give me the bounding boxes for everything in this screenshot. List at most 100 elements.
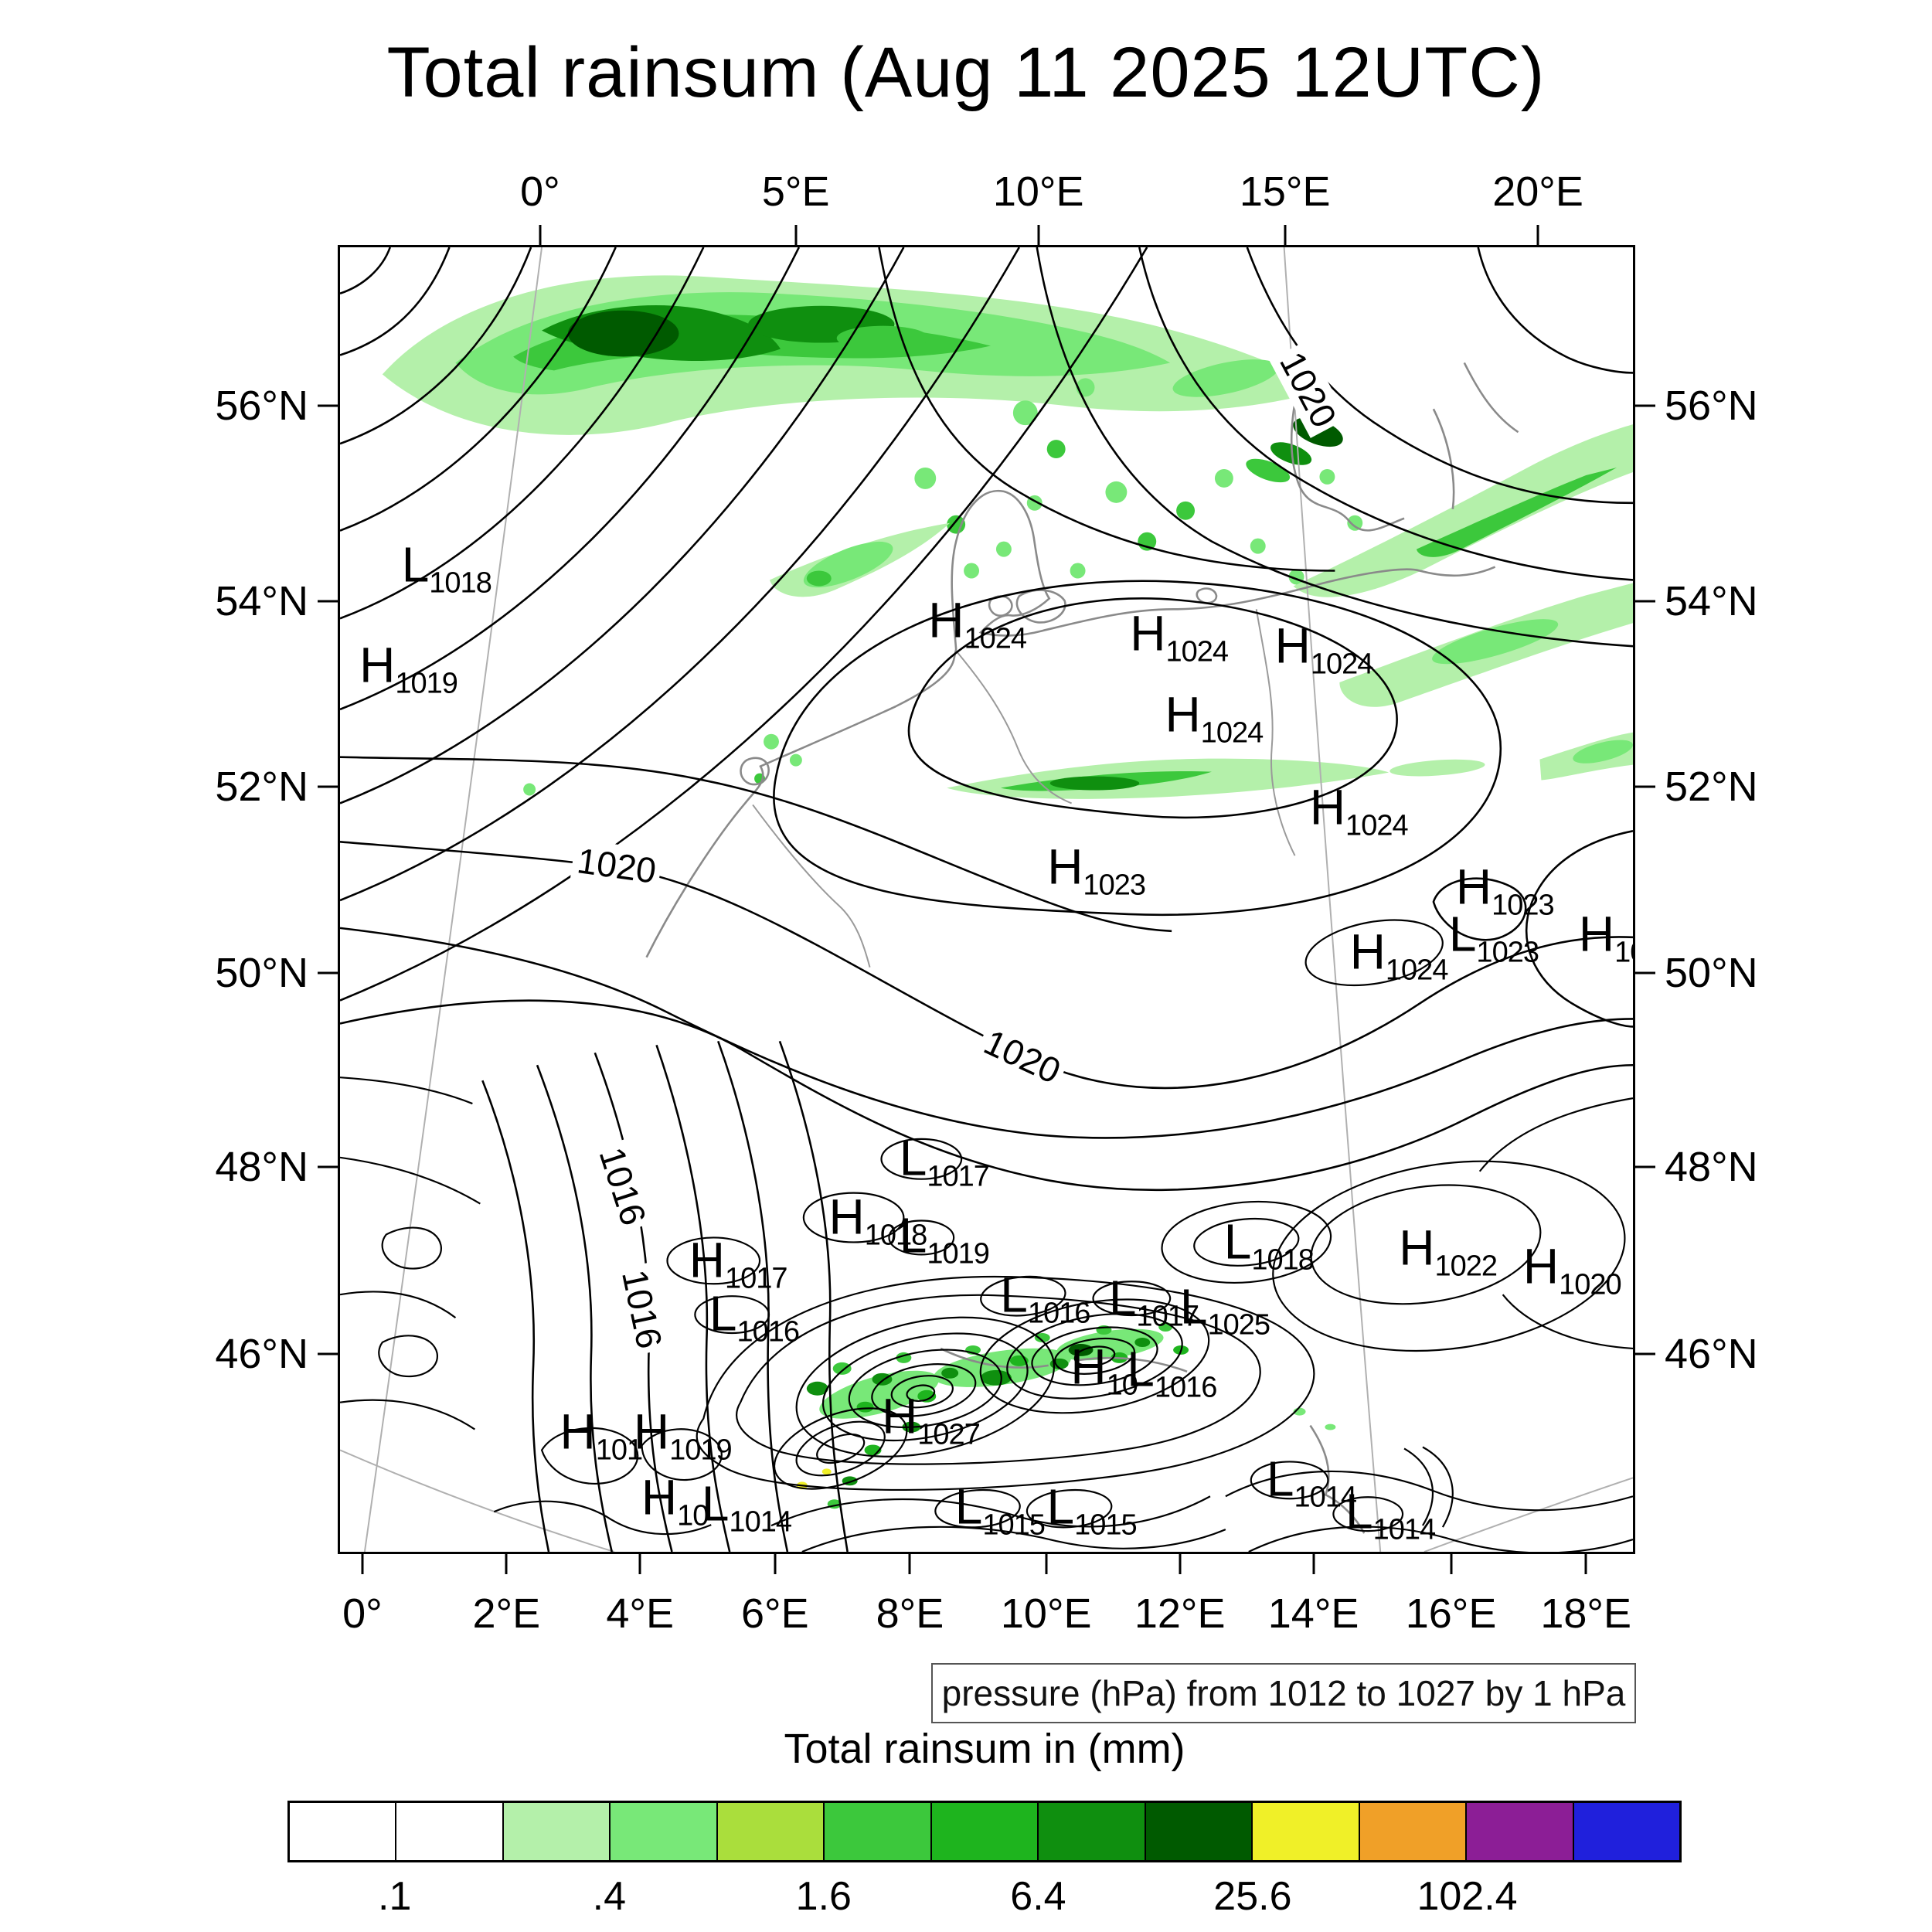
right-axis-label: 50°N: [1665, 949, 1758, 996]
right-axis-label: 46°N: [1665, 1330, 1758, 1377]
pressure-letter: H: [1165, 686, 1201, 743]
pressure-value: 1022: [1434, 1250, 1498, 1283]
pressure-letter: H: [1399, 1219, 1435, 1276]
pressure-legend-text: pressure (hPa) from 1012 to 1027 by 1 hP…: [941, 1673, 1626, 1713]
colorbar-title: Total rainsum in (mm): [784, 1726, 1185, 1772]
pressure-letter: H: [641, 1469, 678, 1526]
left-axis-label: 52°N: [215, 764, 308, 811]
top-axis-label: 0°: [520, 168, 560, 215]
pressure-value: 1014: [729, 1505, 792, 1539]
pressure-center-h-1017: H1017: [689, 1231, 788, 1294]
pressure-center-h-1023: H1023: [1047, 838, 1146, 902]
pressure-letter: H: [1578, 906, 1615, 962]
pressure-center-h-1024: H1024: [1274, 617, 1374, 680]
pressure-letter: L: [1345, 1483, 1373, 1539]
axis-tick: [1045, 1554, 1048, 1574]
pressure-letter: H: [560, 1403, 596, 1460]
axis-tick: [318, 600, 338, 603]
axis-tick: [539, 225, 542, 245]
pressure-letter: L: [1448, 906, 1477, 962]
pressure-value: 1024: [1345, 809, 1409, 842]
colorbar-tick-label: 102.4: [1417, 1874, 1518, 1919]
pressure-letter: L: [1108, 1270, 1137, 1326]
pressure-value: 1019: [927, 1237, 990, 1270]
top-axis-label: 10°E: [992, 168, 1084, 215]
isobar-label: 1016: [613, 1261, 672, 1357]
pressure-value: 1024: [1385, 954, 1449, 987]
left-axis-label: 46°N: [215, 1330, 308, 1377]
pressure-value: 1015: [1074, 1509, 1138, 1542]
axis-tick: [794, 225, 798, 245]
left-axis-label: 50°N: [215, 949, 308, 996]
pressure-letter: H: [1070, 1338, 1107, 1395]
pressure-value: 1027: [917, 1418, 981, 1451]
colorbar-cell: [503, 1803, 611, 1860]
pressure-value: 1023: [1476, 936, 1539, 969]
colorbar-cell: [290, 1803, 397, 1860]
bottom-axis-label: 14°E: [1267, 1590, 1359, 1637]
pressure-letter: L: [709, 1285, 737, 1342]
pressure-center-l-1018: L1018: [1224, 1213, 1315, 1276]
pressure-value: 1023: [1083, 869, 1146, 903]
pressure-center-h-1019: H1019: [634, 1403, 733, 1467]
axis-tick: [1584, 1554, 1587, 1574]
pressure-letter: H: [359, 637, 396, 693]
pressure-value: 10: [677, 1499, 709, 1532]
pressure-legend-box: pressure (hPa) from 1012 to 1027 by 1 hP…: [931, 1663, 1636, 1723]
pressure-center-l-1016: L1016: [709, 1284, 800, 1348]
pressure-center-l-1016: L1016: [1127, 1341, 1217, 1404]
pressure-value: 101: [595, 1434, 643, 1467]
pressure-center-h-10: H10: [1070, 1338, 1138, 1402]
pressure-value: 1020: [1559, 1268, 1622, 1301]
right-axis-label: 52°N: [1665, 764, 1758, 811]
pressure-letter: H: [689, 1232, 726, 1288]
axis-tick: [1179, 1554, 1182, 1574]
pressure-value: 1014: [1294, 1481, 1358, 1514]
bottom-axis-label: 18°E: [1540, 1590, 1632, 1637]
pressure-center-l-1014: L1014: [1266, 1451, 1357, 1514]
pressure-letter: H: [1130, 605, 1166, 662]
pressure-letter: H: [1274, 617, 1311, 674]
axis-tick: [908, 1554, 911, 1574]
pressure-center-l-1016: L1016: [1000, 1267, 1090, 1330]
bottom-axis-label: 4°E: [606, 1590, 675, 1637]
pressure-value: 1025: [1207, 1308, 1270, 1342]
pressure-letter: H: [882, 1388, 918, 1444]
pressure-letter: H: [928, 592, 964, 648]
pressure-center-h-1024: H1024: [1309, 778, 1409, 842]
pressure-center-h-1024: H1024: [1130, 605, 1229, 668]
axis-tick: [1450, 1554, 1453, 1574]
pressure-value: 1017: [1136, 1300, 1199, 1333]
pressure-value: 1024: [1200, 716, 1264, 750]
pressure-center-l-1014: L1014: [702, 1475, 792, 1539]
isobar-label: 1020: [1269, 340, 1348, 439]
pressure-letter: L: [899, 1130, 927, 1186]
axis-tick: [1284, 225, 1287, 245]
axis-tick: [318, 404, 338, 407]
axis-tick: [1037, 225, 1040, 245]
pressure-center-h-1018: H1018: [828, 1188, 927, 1251]
pressure-center-h-1027: H1027: [882, 1388, 981, 1451]
pressure-center-l-1017: L1017: [1108, 1269, 1199, 1332]
axis-tick: [638, 1554, 641, 1574]
bottom-axis-label: 8°E: [876, 1590, 944, 1637]
pressure-letter: L: [1266, 1451, 1294, 1507]
pressure-value: 1024: [1310, 648, 1374, 681]
pressure-letter: H: [1047, 839, 1083, 896]
top-axis-label: 15°E: [1239, 168, 1331, 215]
pressure-letter: H: [1309, 779, 1346, 835]
axis-tick: [318, 971, 338, 975]
pressure-value: 1018: [864, 1219, 928, 1252]
pressure-center-l-1023: L1023: [1448, 905, 1539, 968]
left-axis-label: 56°N: [215, 383, 308, 430]
pressure-letter: L: [1046, 1478, 1075, 1535]
graticule-lines: [340, 247, 1633, 1552]
bottom-axis-label: 10°E: [1000, 1590, 1092, 1637]
right-axis-label: 54°N: [1665, 577, 1758, 624]
colorbar-cell: [1145, 1803, 1253, 1860]
pressure-value: 10: [1614, 936, 1633, 969]
pressure-center-h-101: H101: [560, 1403, 644, 1467]
axis-tick: [1635, 600, 1655, 603]
pressure-center-l-1017: L1017: [899, 1129, 990, 1192]
pressure-value: 1024: [1165, 635, 1230, 668]
